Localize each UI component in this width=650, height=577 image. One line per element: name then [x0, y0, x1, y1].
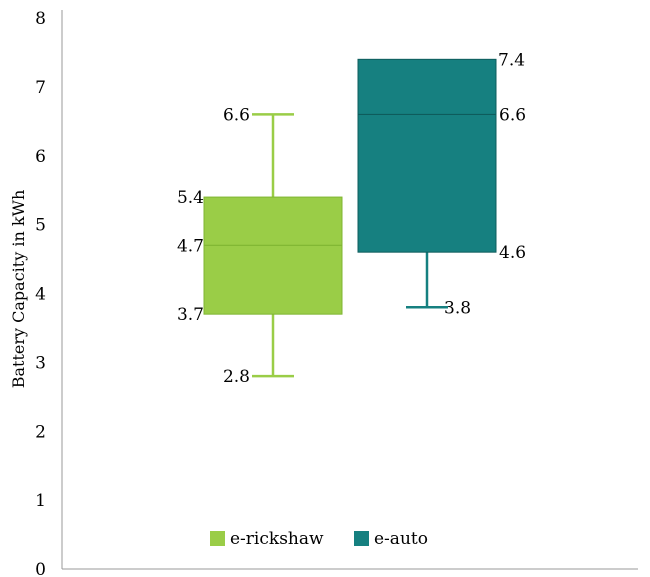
y-tick-label: 4 [35, 285, 46, 305]
y-tick-label: 0 [35, 560, 46, 577]
box-rect [357, 58, 497, 253]
legend-label-e-auto: e-auto [374, 529, 428, 549]
data-label-min: 2.8 [223, 367, 250, 387]
legend-label-e-rickshaw: e-rickshaw [230, 529, 324, 549]
legend-swatch-e-auto [354, 531, 369, 546]
legend: e-rickshaw e-auto [210, 529, 428, 549]
data-label-q3: 7.4 [498, 50, 525, 70]
y-tick-label: 8 [35, 9, 46, 29]
box-e-auto: 7.4 6.6 4.6 3.8 [357, 50, 526, 318]
data-label-q1: 3.7 [177, 305, 204, 325]
data-label-median: 6.6 [499, 105, 526, 125]
data-label-max: 6.6 [223, 105, 250, 125]
data-label-q3: 5.4 [177, 188, 204, 208]
axes: 0 1 2 3 4 5 6 7 8 [35, 9, 638, 577]
data-label-min: 3.8 [444, 298, 471, 318]
y-tick-label: 1 [35, 491, 46, 511]
data-label-median: 4.7 [177, 236, 204, 256]
y-tick-label: 6 [35, 147, 46, 167]
box-e-rickshaw: 6.6 5.4 4.7 3.7 2.8 [177, 105, 343, 387]
y-tick-label: 3 [35, 353, 46, 373]
y-tick-label: 2 [35, 422, 46, 442]
legend-swatch-e-rickshaw [210, 531, 225, 546]
data-label-q1: 4.6 [499, 243, 526, 263]
boxes: 6.6 5.4 4.7 3.7 2.8 7.4 6.6 4.6 3.8 [177, 50, 526, 387]
y-axis-label: Battery Capacity in kWh [9, 190, 28, 389]
y-tick-label: 5 [35, 216, 46, 236]
box-rect [203, 196, 343, 315]
y-tick-label: 7 [35, 78, 46, 98]
